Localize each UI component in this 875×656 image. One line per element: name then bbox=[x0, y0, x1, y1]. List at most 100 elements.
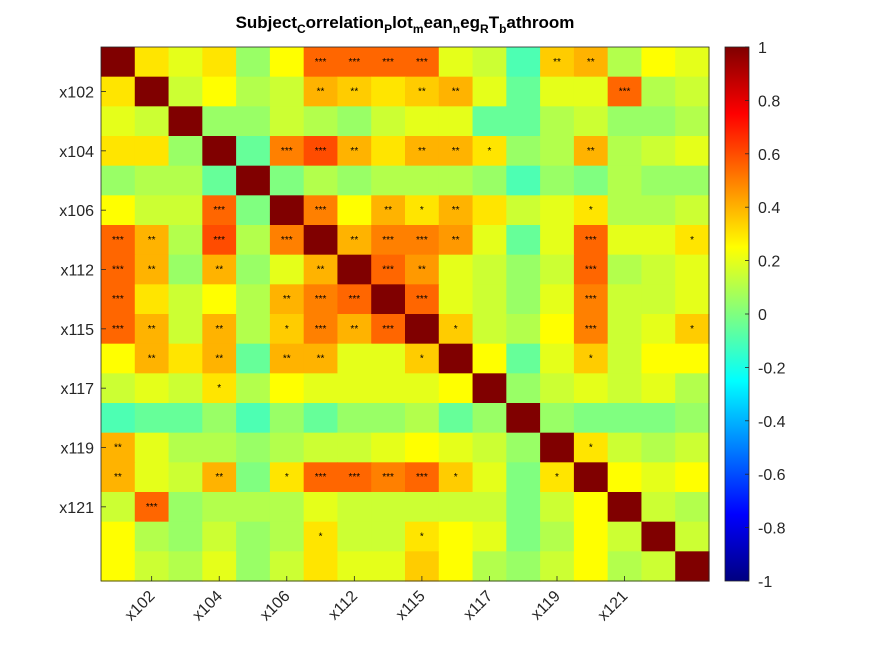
heatmap-cell bbox=[269, 284, 305, 315]
title-part: b bbox=[499, 22, 506, 36]
heatmap-cell bbox=[607, 136, 643, 167]
heatmap-cell bbox=[607, 403, 643, 434]
heatmap-cell bbox=[269, 343, 305, 374]
heatmap-cell bbox=[236, 432, 271, 463]
heatmap-cell bbox=[438, 521, 474, 552]
heatmap-cell bbox=[337, 343, 372, 374]
significance-annotations: *** *** *** *** ** **** ** ** ** ****** *** ** ** ** *… bbox=[112, 57, 694, 543]
heatmap-cell bbox=[472, 254, 507, 285]
heatmap-cell bbox=[101, 521, 136, 552]
heatmap-cell bbox=[101, 225, 136, 256]
heatmap-cell bbox=[405, 76, 440, 107]
heatmap-cell bbox=[675, 462, 710, 493]
heatmap-cell bbox=[573, 225, 609, 256]
heatmap-cell bbox=[337, 47, 372, 78]
significance-label: ** bbox=[283, 354, 291, 365]
heatmap-cell bbox=[303, 165, 339, 196]
heatmap-cell bbox=[675, 76, 710, 107]
x-tick-label: x115 bbox=[393, 588, 429, 624]
heatmap-cell bbox=[405, 136, 440, 167]
significance-label: *** bbox=[619, 87, 631, 98]
significance-label: *** bbox=[382, 57, 394, 68]
heatmap-cell bbox=[641, 254, 676, 285]
heatmap-cell bbox=[101, 136, 136, 167]
heatmap-cell bbox=[202, 462, 237, 493]
heatmap-cell bbox=[472, 76, 507, 107]
heatmap-cell bbox=[405, 462, 440, 493]
heatmap-cell bbox=[269, 254, 305, 285]
heatmap-cell bbox=[607, 492, 643, 523]
significance-label: ** bbox=[114, 443, 122, 454]
heatmap-cell bbox=[405, 195, 440, 226]
significance-label: * bbox=[487, 146, 491, 157]
heatmap-cell bbox=[472, 225, 507, 256]
significance-label: *** bbox=[281, 146, 293, 157]
significance-label: * bbox=[420, 354, 424, 365]
heatmap-cell bbox=[506, 106, 541, 137]
heatmap-cell bbox=[168, 76, 203, 107]
significance-label: * bbox=[420, 532, 424, 543]
colorbar-tick-label: 0.6 bbox=[758, 147, 780, 164]
significance-label: ** bbox=[452, 146, 460, 157]
heatmap-cell bbox=[371, 165, 406, 196]
heatmap-cell bbox=[641, 47, 676, 78]
heatmap-cell bbox=[134, 521, 170, 552]
heatmap-cell bbox=[573, 462, 609, 493]
heatmap-cell bbox=[202, 106, 237, 137]
heatmap-cell bbox=[641, 403, 676, 434]
significance-label: *** bbox=[348, 472, 360, 483]
heatmap-cell bbox=[641, 492, 676, 523]
heatmap-cell bbox=[472, 136, 507, 167]
heatmap-cell bbox=[202, 165, 237, 196]
heatmap-cells bbox=[101, 47, 710, 582]
heatmap-cell bbox=[641, 225, 676, 256]
x-tick-label: x106 bbox=[257, 588, 294, 625]
heatmap-cell bbox=[540, 195, 575, 226]
heatmap-cell bbox=[101, 284, 136, 315]
heatmap-cell bbox=[573, 343, 609, 374]
significance-label: *** bbox=[416, 472, 428, 483]
heatmap-cell bbox=[540, 76, 575, 107]
significance-label: ** bbox=[452, 205, 460, 216]
heatmap-cell bbox=[168, 284, 203, 315]
heatmap-cell bbox=[236, 462, 271, 493]
significance-label: ** bbox=[215, 472, 223, 483]
heatmap-cell bbox=[303, 462, 339, 493]
heatmap-cell bbox=[202, 225, 237, 256]
significance-label: * bbox=[589, 354, 593, 365]
y-tick-label: x115 bbox=[60, 322, 94, 339]
heatmap-cell bbox=[269, 195, 305, 226]
heatmap-cell bbox=[506, 254, 541, 285]
significance-label: *** bbox=[146, 502, 158, 513]
heatmap-cell bbox=[675, 314, 710, 345]
heatmap-cell bbox=[168, 195, 203, 226]
significance-label: *** bbox=[281, 235, 293, 246]
heatmap-cell bbox=[506, 551, 541, 582]
significance-label: ** bbox=[553, 57, 561, 68]
significance-label: *** bbox=[585, 265, 597, 276]
heatmap-cell bbox=[438, 47, 474, 78]
heatmap-cell bbox=[405, 47, 440, 78]
significance-label: *** bbox=[585, 324, 597, 335]
heatmap-cell bbox=[573, 432, 609, 463]
heatmap-cell bbox=[337, 76, 372, 107]
heatmap-cell bbox=[438, 314, 474, 345]
title-part: P bbox=[384, 22, 392, 36]
heatmap-cell bbox=[168, 432, 203, 463]
heatmap-cell bbox=[438, 432, 474, 463]
heatmap-cell bbox=[337, 492, 372, 523]
heatmap-cell bbox=[472, 403, 507, 434]
heatmap-cell bbox=[506, 225, 541, 256]
heatmap-cell bbox=[472, 492, 507, 523]
heatmap-cell bbox=[303, 373, 339, 404]
significance-label: * bbox=[690, 324, 694, 335]
heatmap-cell bbox=[405, 254, 440, 285]
heatmap-cell bbox=[303, 551, 339, 582]
heatmap-cell bbox=[236, 225, 271, 256]
heatmap-cell bbox=[371, 254, 406, 285]
heatmap-cell bbox=[303, 47, 339, 78]
heatmap-cell bbox=[371, 136, 406, 167]
title-part: lot bbox=[392, 13, 413, 32]
heatmap-cell bbox=[641, 462, 676, 493]
title-part: Subject bbox=[236, 13, 298, 32]
